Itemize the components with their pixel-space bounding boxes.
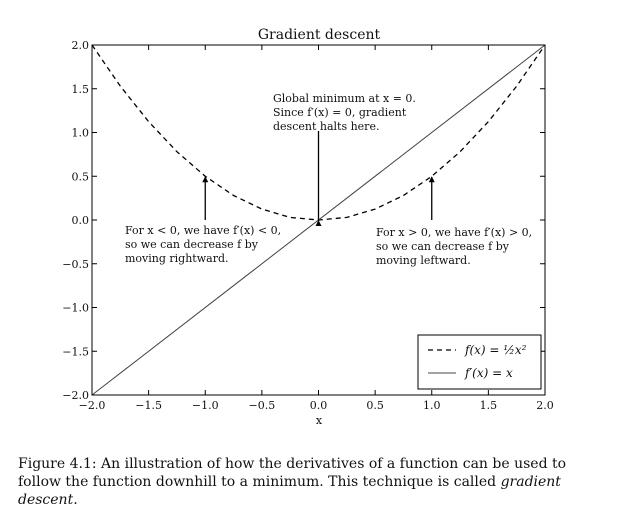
axis-ticks: −2.0 −1.5 −1.0 −0.5 0.0 0.5 1.0 1.5 2.0 −2.0 −1.5 −… <box>62 39 553 412</box>
gradient-descent-chart: Gradient descent −2.0 −1.5 −1.0 −0.5 0.0 0.5 1… <box>62 27 553 427</box>
annotation-line: For x < 0, we have f′(x) < 0, <box>125 224 281 237</box>
annotation-line: so we can decrease f by <box>125 238 259 251</box>
x-tick-label: −1.5 <box>135 399 162 412</box>
x-tick-label: 2.0 <box>536 399 554 412</box>
legend-box <box>417 334 542 390</box>
annotation-arrowhead <box>202 176 209 183</box>
y-tick-label: 1.5 <box>72 83 90 96</box>
legend-label-quadratic: f(x) = ½x² <box>464 343 527 357</box>
annotation-line: moving rightward. <box>125 252 229 265</box>
x-axis-label: x <box>316 414 323 427</box>
annotation-line: Since f′(x) = 0, gradient <box>273 106 407 119</box>
annotation-line: descent halts here. <box>273 120 379 133</box>
annotation-line: so we can decrease f by <box>376 240 510 253</box>
annotation-global-minimum: Global minimum at x = 0.Since f′(x) = 0,… <box>273 92 416 133</box>
caption-end: . <box>73 492 78 505</box>
legend: f(x) = ½x² f′(x) = x <box>417 334 542 390</box>
annotation-left: For x < 0, we have f′(x) < 0,so we can d… <box>125 224 281 265</box>
x-tick-label: 0.5 <box>366 399 384 412</box>
y-tick-label: −0.5 <box>62 258 89 271</box>
y-tick-label: −2.0 <box>62 389 89 402</box>
y-tick-label: 0.0 <box>72 214 90 227</box>
legend-label-derivative: f′(x) = x <box>464 366 513 380</box>
figure-caption: Figure 4.1: An illustration of how the d… <box>18 455 610 505</box>
y-tick-label: −1.0 <box>62 302 89 315</box>
x-tick-label: −1.0 <box>192 399 219 412</box>
annotation-arrows <box>202 131 435 226</box>
annotation-texts: Global minimum at x = 0.Since f′(x) = 0,… <box>125 92 532 267</box>
x-tick-label: 1.0 <box>423 399 441 412</box>
y-tick-label: 0.5 <box>72 170 90 183</box>
annotation-arrowhead <box>428 176 435 183</box>
annotation-arrowhead <box>315 220 322 226</box>
annotation-line: Global minimum at x = 0. <box>273 92 416 105</box>
x-tick-label: 0.0 <box>310 399 328 412</box>
y-tick-label: −1.5 <box>62 345 89 358</box>
x-tick-label: 1.5 <box>480 399 498 412</box>
x-tick-label: −0.5 <box>249 399 276 412</box>
annotation-line: moving leftward. <box>376 254 471 267</box>
x-tick-label: −2.0 <box>79 399 106 412</box>
y-tick-label: 1.0 <box>72 127 90 140</box>
annotation-right: For x > 0, we have f′(x) > 0,so we can d… <box>376 226 532 267</box>
y-tick-label: 2.0 <box>72 39 90 52</box>
caption-term: gradient descent <box>18 474 561 505</box>
caption-text: Figure 4.1: An illustration of how the d… <box>18 456 567 490</box>
chart-title: Gradient descent <box>258 27 381 43</box>
annotation-line: For x > 0, we have f′(x) > 0, <box>376 226 532 239</box>
